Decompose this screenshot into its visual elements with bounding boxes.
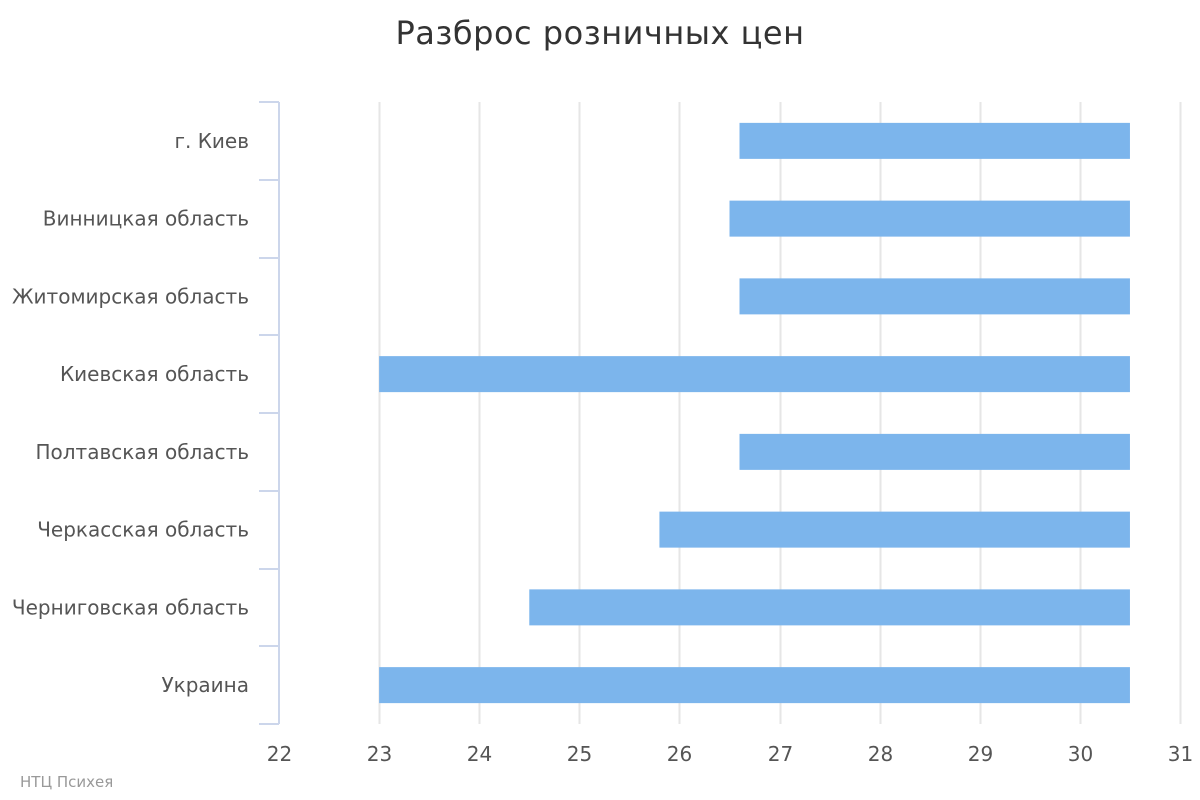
x-tick-label: 24 (467, 742, 492, 766)
x-tick-label: 28 (868, 742, 893, 766)
range-bar[interactable] (529, 589, 1130, 626)
category-label: Киевская область (60, 362, 249, 386)
x-tick-label: 25 (567, 742, 592, 766)
range-bar[interactable] (729, 200, 1130, 237)
x-tick-label: 27 (768, 742, 793, 766)
x-tick-label: 29 (968, 742, 993, 766)
labels: 22 23 24 25 26 27 28 29 30 31 г. Киев Винницкая обл… (12, 129, 1193, 766)
category-label: Винницкая область (43, 207, 249, 231)
axes (259, 101, 280, 725)
range-bar[interactable] (379, 667, 1130, 704)
x-tick-label: 22 (267, 742, 292, 766)
grid-lines (378, 102, 1182, 724)
category-label: г. Киев (174, 129, 249, 153)
category-label: Житомирская область (12, 284, 249, 308)
category-label: Украина (161, 673, 249, 697)
category-label: Черниговская область (12, 595, 249, 619)
range-bar[interactable] (739, 278, 1130, 315)
category-label: Полтавская область (35, 440, 249, 464)
x-tick-label: 30 (1068, 742, 1093, 766)
chart-credit[interactable]: НТЦ Психея (20, 773, 114, 791)
x-tick-label: 26 (667, 742, 692, 766)
range-bar[interactable] (379, 356, 1130, 393)
range-bar[interactable] (739, 433, 1130, 470)
chart-title: Разброс розничных цен (395, 14, 805, 52)
range-bar[interactable] (739, 122, 1130, 159)
range-bar[interactable] (659, 511, 1130, 548)
category-label: Черкасская область (37, 518, 249, 542)
bars (379, 122, 1130, 704)
x-tick-label: 23 (367, 742, 392, 766)
x-tick-label: 31 (1168, 742, 1193, 766)
